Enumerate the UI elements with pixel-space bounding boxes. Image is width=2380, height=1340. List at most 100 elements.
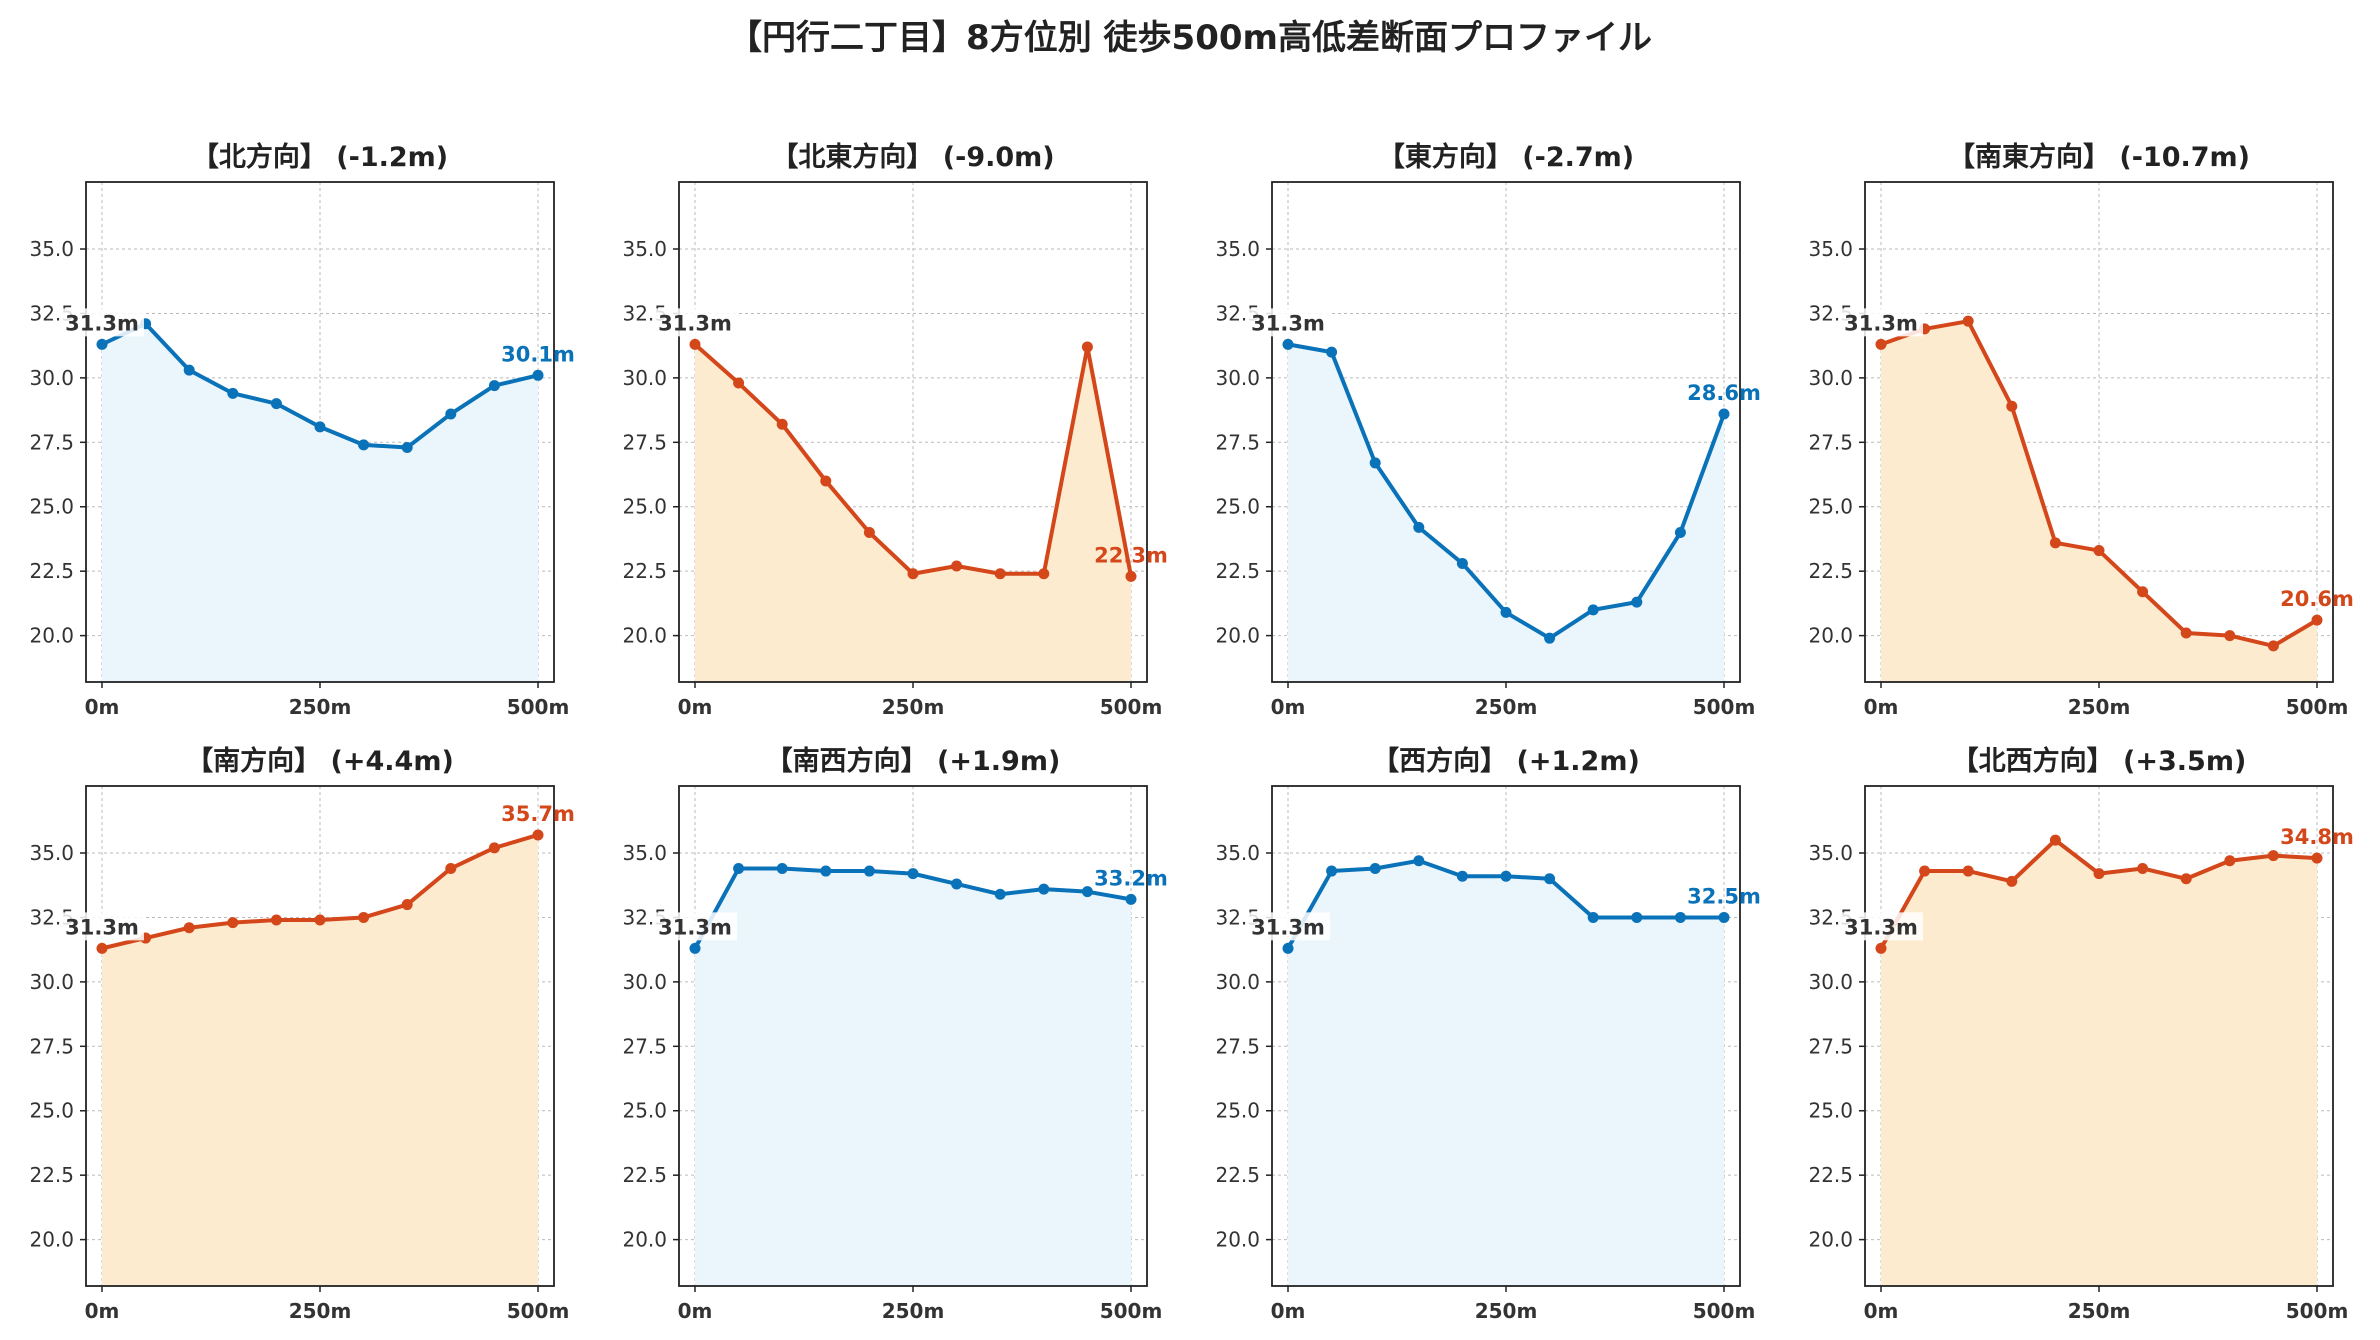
start-elevation-label: 31.3m [658,915,732,939]
data-point [2311,852,2323,864]
x-tick-label: 250m [289,1299,352,1323]
y-tick-label: 30.0 [1215,366,1260,390]
data-point [1369,457,1381,469]
y-tick-label: 35.0 [622,237,667,261]
data-point [1081,341,1093,353]
x-tick-label: 250m [882,1299,945,1323]
y-tick-label: 27.5 [622,1034,667,1058]
data-point [2267,640,2279,652]
subplot-7: 【西方向】 (+1.2m)20.022.525.027.530.032.535.… [1215,745,1760,1323]
data-point [994,888,1006,900]
data-point [907,868,919,880]
data-point [1875,942,1887,954]
y-tick-label: 30.0 [1808,970,1853,994]
data-point [1326,346,1338,358]
x-tick-label: 0m [85,695,120,719]
data-point [1544,632,1556,644]
start-elevation-label: 31.3m [1844,311,1918,335]
data-point [733,377,745,389]
start-elevation-label: 31.3m [658,311,732,335]
y-tick-label: 30.0 [29,970,74,994]
data-point [227,387,239,399]
data-point [445,408,457,420]
end-elevation-label: 32.5m [1687,884,1761,908]
y-tick-label: 35.0 [1215,841,1260,865]
y-tick-label: 27.5 [1215,1034,1260,1058]
y-tick-label: 25.0 [29,1099,74,1123]
y-tick-label: 22.5 [29,559,74,583]
y-tick-label: 20.0 [1808,1228,1853,1252]
subplot-3: 【東方向】 (-2.7m)20.022.525.027.530.032.535.… [1215,141,1760,719]
data-point [270,914,282,926]
end-elevation-label: 33.2m [1094,866,1168,890]
plot-frame [85,785,555,1287]
data-point [2049,834,2061,846]
data-point [270,398,282,410]
data-point [776,418,788,430]
y-tick-label: 25.0 [622,495,667,519]
data-point [1674,911,1686,923]
data-point [907,568,919,580]
data-point [1962,315,1974,327]
subplot-title: 【北西方向】 (+3.5m) [1952,745,2247,777]
y-tick-label: 22.5 [1808,1163,1853,1187]
data-point [1631,911,1643,923]
y-tick-label: 25.0 [1215,495,1260,519]
data-point [689,338,701,350]
start-label-bg [653,912,737,941]
data-point [1413,521,1425,533]
x-tick-label: 500m [2286,695,2349,719]
data-point [2137,862,2149,874]
data-point [1125,570,1137,582]
data-point [1631,596,1643,608]
start-elevation-label: 31.3m [1251,915,1325,939]
data-point [951,878,963,890]
data-point [1919,865,1931,877]
data-point [1038,883,1050,895]
data-point [314,421,326,433]
data-point [1369,862,1381,874]
x-tick-label: 500m [1693,695,1756,719]
data-point [2093,545,2105,557]
data-point [1544,873,1556,885]
data-point [2137,586,2149,598]
subplot-4: 【南東方向】 (-10.7m)20.022.525.027.530.032.53… [1808,141,2353,719]
y-tick-label: 35.0 [1215,237,1260,261]
data-point [1081,886,1093,898]
y-tick-label: 27.5 [1215,430,1260,454]
data-point [2180,627,2192,639]
data-point [488,380,500,392]
x-tick-label: 0m [1864,1299,1899,1323]
data-point [401,899,413,911]
data-point [314,914,326,926]
plot-frame [678,785,1148,1287]
data-point [1456,870,1468,882]
subplot-title: 【北東方向】 (-9.0m) [771,141,1054,173]
x-tick-label: 500m [1100,695,1163,719]
x-tick-label: 0m [85,1299,120,1323]
data-point [820,475,832,487]
y-tick-label: 30.0 [29,366,74,390]
data-point [358,911,370,923]
data-point [1413,855,1425,867]
subplot-8: 【北西方向】 (+3.5m)20.022.525.027.530.032.535… [1808,745,2353,1323]
subplot-1: 【北方向】 (-1.2m)20.022.525.027.530.032.535.… [29,141,574,719]
data-point [863,865,875,877]
end-elevation-label: 20.6m [2280,587,2354,611]
data-point [2006,875,2018,887]
area-fill [695,868,1131,1286]
x-tick-label: 500m [1693,1299,1756,1323]
subplot-6: 【南西方向】 (+1.9m)20.022.525.027.530.032.535… [622,745,1167,1323]
x-tick-label: 250m [289,695,352,719]
data-point [1718,408,1730,420]
y-tick-label: 27.5 [29,430,74,454]
y-tick-label: 27.5 [622,430,667,454]
start-label-bg [60,308,144,337]
data-point [733,862,745,874]
y-tick-label: 35.0 [29,841,74,865]
start-label-bg [653,308,737,337]
y-tick-label: 30.0 [1808,366,1853,390]
data-point [96,942,108,954]
y-tick-label: 20.0 [29,1228,74,1252]
